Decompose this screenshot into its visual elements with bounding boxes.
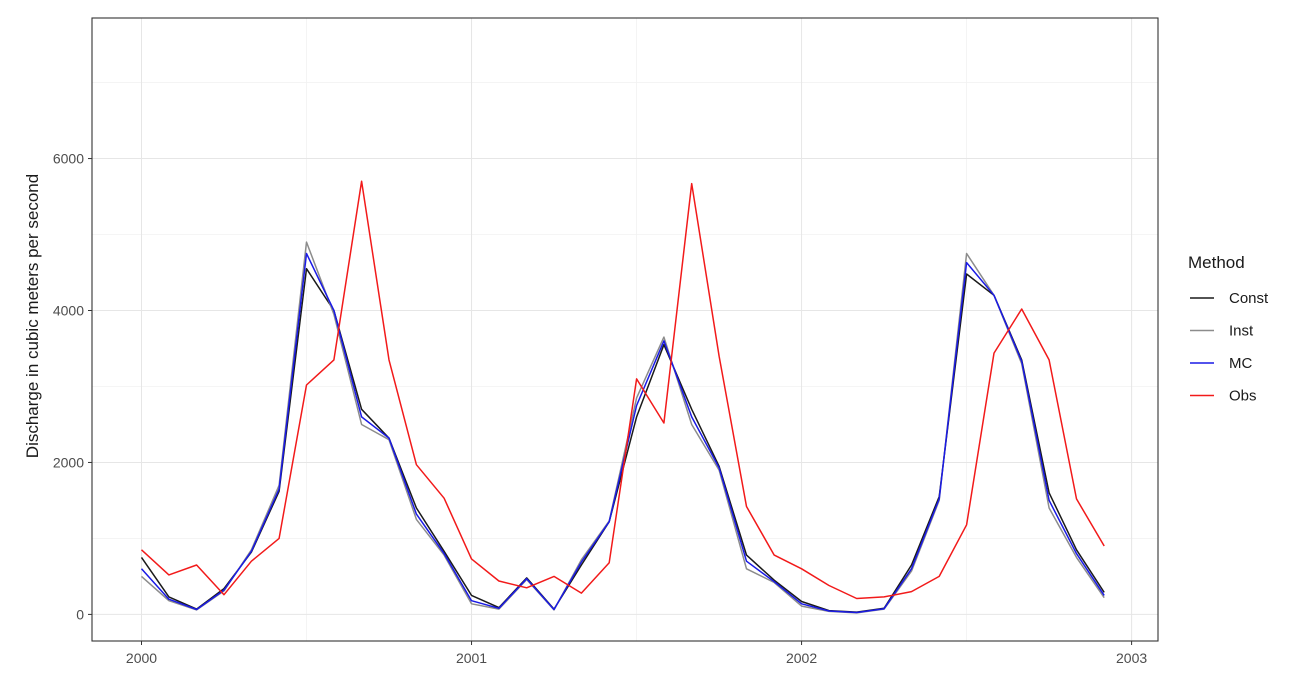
legend-title: Method [1188, 253, 1245, 272]
series-line-obs [140, 180, 1105, 600]
legend-label: Const [1229, 290, 1269, 307]
legend-item-inst: Inst [1190, 323, 1254, 340]
legend-label: Obs [1229, 388, 1257, 405]
y-tick-label: 2000 [53, 454, 84, 470]
y-tick-label: 4000 [53, 303, 84, 319]
series-line-mc [140, 252, 1105, 614]
legend-item-mc: MC [1190, 355, 1252, 372]
legend-item-const: Const [1190, 290, 1269, 307]
y-tick-label: 6000 [53, 151, 84, 167]
legend-label: Inst [1229, 323, 1254, 340]
series-layer [140, 180, 1105, 614]
x-tick-label: 2001 [456, 650, 487, 666]
grid-layer [92, 18, 1158, 641]
x-tick-label: 2002 [786, 650, 817, 666]
x-tick-label: 2000 [126, 650, 157, 666]
plot-panel-border [91, 17, 1159, 642]
legend: Method Const Inst MC Obs [1188, 253, 1269, 405]
x-tick-label: 2003 [1116, 650, 1147, 666]
axis-ticks: 2000 2001 2002 2003 0 2000 4000 6000 [53, 151, 1148, 666]
legend-items: Const Inst MC Obs [1190, 290, 1269, 405]
y-axis-title: Discharge in cubic meters per second [23, 174, 42, 458]
legend-item-obs: Obs [1190, 388, 1257, 405]
y-tick-label: 0 [76, 606, 84, 622]
legend-label: MC [1229, 355, 1252, 372]
